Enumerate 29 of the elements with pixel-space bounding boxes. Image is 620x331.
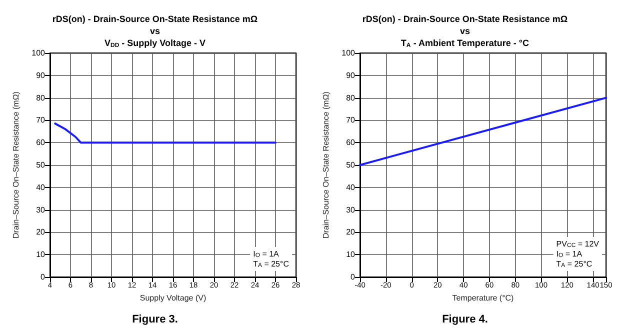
y-tick-label: 30	[36, 205, 46, 214]
x-axis-title: Supply Voltage (V)	[140, 293, 206, 302]
y-axis-title: Drain–Source On–State Resistance (mΩ)	[12, 91, 20, 238]
y-tick-label: 60	[346, 138, 356, 148]
y-tick-label: 90	[36, 70, 46, 80]
y-tick-label: 90	[346, 70, 356, 80]
y-tick-label: 100	[342, 48, 356, 58]
y-tick-label: 70	[36, 116, 46, 125]
y-axis-title: Drain–Source On–State Resistance (mΩ)	[322, 91, 330, 238]
y-tick-label: 0	[40, 272, 46, 282]
y-tick-label: 20	[346, 228, 356, 237]
y-tick-label: 70	[346, 116, 356, 125]
y-tick-label: 40	[36, 182, 46, 192]
y-tick-label: 30	[346, 205, 356, 214]
y-tick-label: 100	[32, 48, 46, 58]
y-tick-label: 10	[346, 250, 356, 260]
y-tick-label: 60	[36, 138, 46, 148]
y-tick-label: 80	[36, 93, 46, 102]
y-tick-label: 0	[350, 272, 356, 282]
caption: Figure 3.	[132, 314, 178, 326]
y-tick-label: 80	[346, 93, 356, 102]
y-tick-label: 20	[36, 228, 46, 237]
y-tick-label: 40	[346, 182, 356, 192]
line-series	[54, 122, 276, 144]
y-tick-label: 10	[36, 250, 46, 260]
x-axis-title: Temperature (°C)	[452, 293, 514, 302]
caption: Figure 4.	[442, 314, 488, 326]
y-tick-label: 50	[36, 160, 46, 170]
y-tick-label: 50	[346, 160, 356, 170]
